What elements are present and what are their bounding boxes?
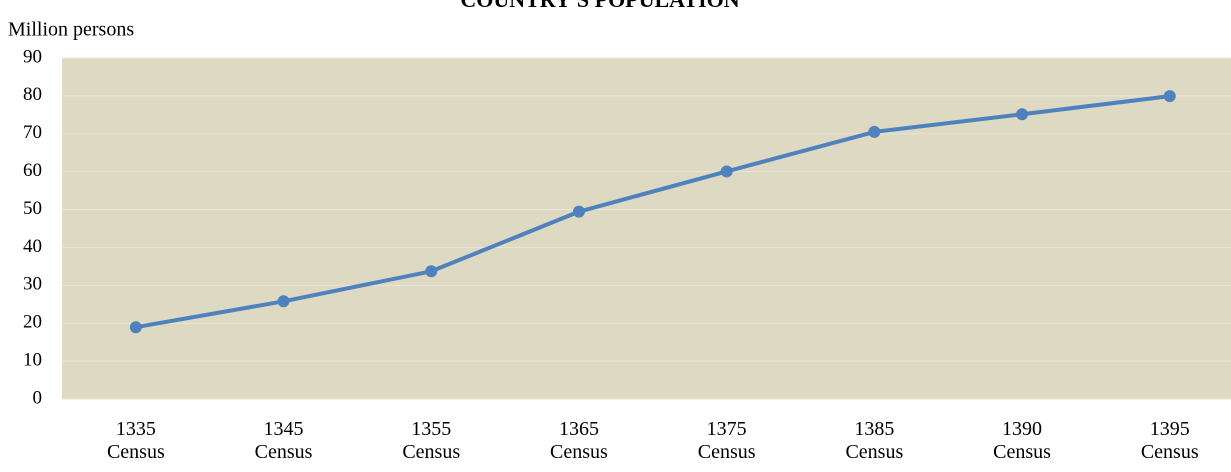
x-tick-label: 1375 Census (697, 418, 756, 463)
y-axis-label: Million persons (8, 19, 134, 41)
y-tick-label: 0 (33, 387, 43, 408)
marker (572, 205, 585, 218)
marker (425, 265, 438, 278)
line (135, 94, 1170, 330)
x-tick-label: 1395 Census (1140, 418, 1199, 463)
x-tick-label: 1390 Census (993, 418, 1051, 463)
x-tick-label: 1365 Census (550, 418, 608, 463)
plot-area (62, 58, 1231, 399)
y-tick-label: 50 (23, 198, 42, 219)
y-tick-label: 10 (23, 349, 42, 370)
y-tick-label: 40 (23, 236, 42, 257)
marker (1163, 90, 1176, 103)
y-tick-label: 60 (23, 160, 42, 181)
marker (129, 321, 142, 334)
x-tick-label: 1385 Census (845, 418, 904, 463)
marker (868, 125, 881, 138)
y-tick-label: 80 (23, 84, 42, 105)
x-tick-label: 1335 Census (106, 418, 165, 463)
marker (1016, 108, 1029, 121)
marker (277, 295, 290, 308)
y-tick-label: 70 (23, 122, 42, 143)
chart-title: COUNTRY'S POPULATION (460, 0, 739, 12)
y-tick-label: 90 (23, 46, 42, 67)
x-tick-label: 1345 Census (254, 418, 313, 463)
y-tick-label: 30 (23, 274, 42, 295)
y-tick-label: 20 (23, 312, 42, 333)
marker (720, 165, 733, 178)
x-tick-label: 1355 Census (402, 418, 461, 463)
